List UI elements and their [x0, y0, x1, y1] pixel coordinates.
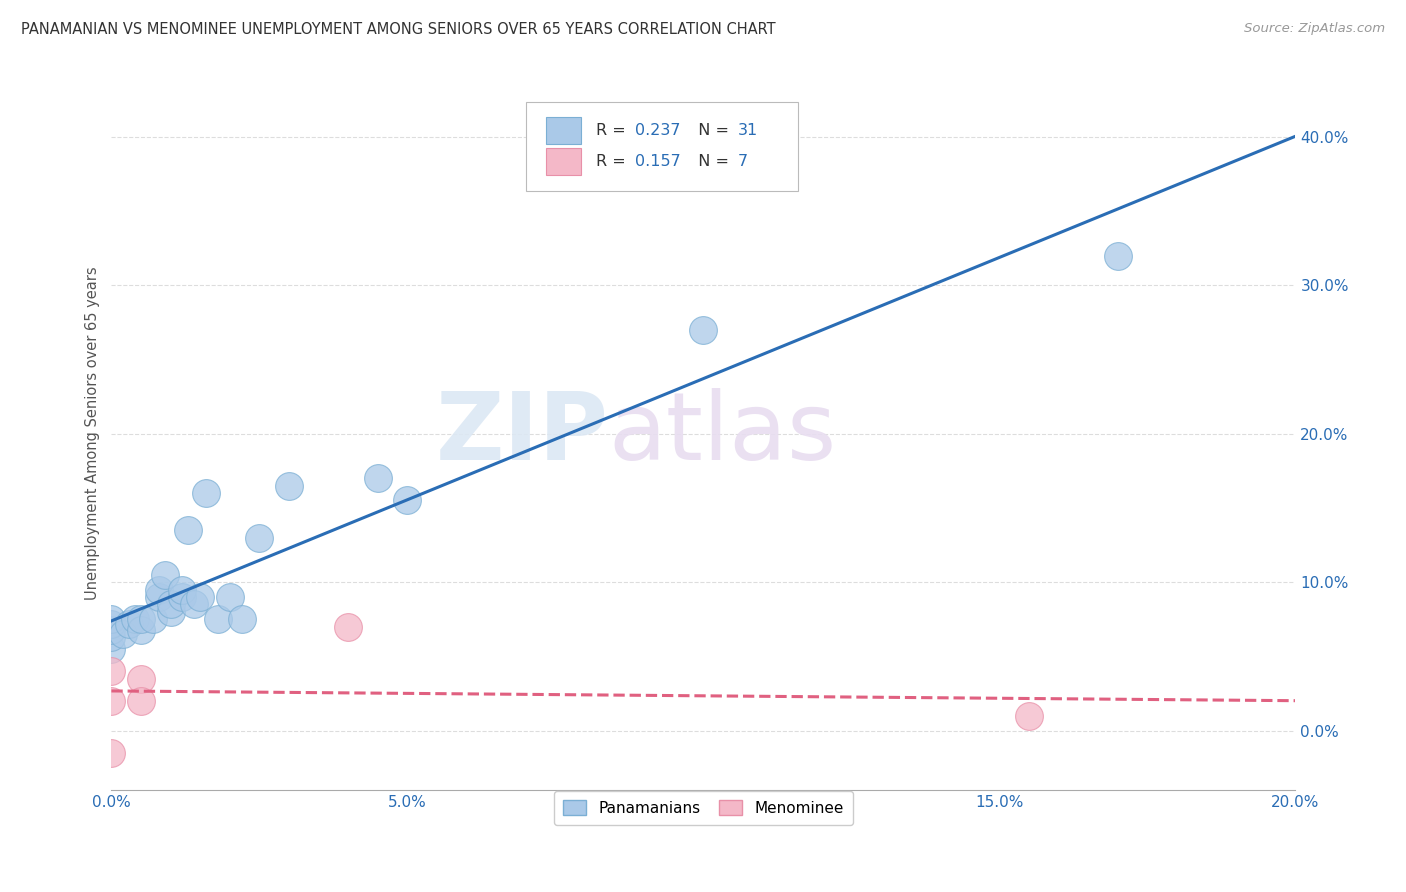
Point: [129, 623, 152, 637]
Text: 31: 31: [738, 123, 758, 137]
Point: [188, 590, 211, 604]
FancyBboxPatch shape: [546, 148, 582, 175]
Text: PANAMANIAN VS MENOMINEE UNEMPLOYMENT AMONG SENIORS OVER 65 YEARS CORRELATION CHA: PANAMANIAN VS MENOMINEE UNEMPLOYMENT AMO…: [21, 22, 776, 37]
FancyBboxPatch shape: [526, 103, 799, 192]
Text: 7: 7: [738, 154, 748, 169]
Point: [100, 630, 122, 644]
Point: [100, 694, 122, 708]
Point: [367, 471, 389, 485]
Point: [195, 486, 218, 500]
Point: [118, 616, 141, 631]
Point: [231, 612, 253, 626]
Point: [1107, 248, 1129, 262]
Point: [183, 598, 205, 612]
Point: [172, 590, 194, 604]
Text: R =: R =: [596, 123, 630, 137]
Y-axis label: Unemployment Among Seniors over 65 years: Unemployment Among Seniors over 65 years: [86, 267, 100, 600]
Point: [100, 612, 122, 626]
Point: [100, 746, 122, 760]
Point: [153, 567, 176, 582]
Point: [142, 612, 165, 626]
Point: [112, 627, 135, 641]
Text: 0.237: 0.237: [634, 123, 681, 137]
Point: [129, 672, 152, 686]
Point: [1018, 708, 1040, 723]
Point: [129, 612, 152, 626]
Point: [177, 523, 200, 537]
Text: Source: ZipAtlas.com: Source: ZipAtlas.com: [1244, 22, 1385, 36]
Point: [100, 623, 122, 637]
Point: [172, 582, 194, 597]
Point: [100, 616, 122, 631]
Legend: Panamanians, Menominee: Panamanians, Menominee: [554, 791, 852, 825]
Text: atlas: atlas: [609, 388, 837, 480]
Text: R =: R =: [596, 154, 630, 169]
Point: [129, 694, 152, 708]
Text: 0.157: 0.157: [634, 154, 681, 169]
Point: [100, 641, 122, 656]
Point: [148, 582, 170, 597]
Point: [249, 531, 271, 545]
Point: [148, 590, 170, 604]
Text: N =: N =: [688, 123, 734, 137]
Point: [207, 612, 229, 626]
Point: [159, 598, 181, 612]
Text: N =: N =: [688, 154, 734, 169]
Point: [692, 323, 714, 337]
Point: [278, 478, 301, 492]
Point: [218, 590, 240, 604]
Text: ZIP: ZIP: [436, 388, 609, 480]
Point: [124, 612, 146, 626]
Point: [159, 605, 181, 619]
Point: [100, 664, 122, 678]
Point: [396, 493, 419, 508]
FancyBboxPatch shape: [546, 117, 582, 144]
Point: [337, 620, 360, 634]
